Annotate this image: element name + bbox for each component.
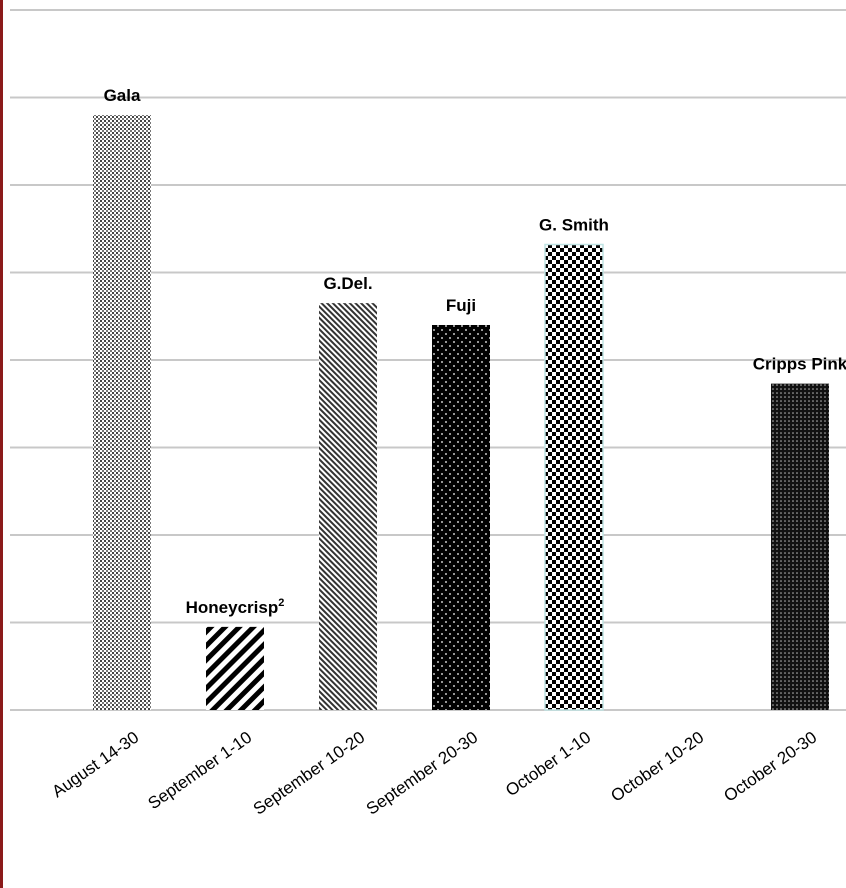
x-tick-label: September 1-10: [145, 728, 256, 813]
x-tick-label: October 1-10: [502, 728, 594, 800]
x-tick-label: September 10-20: [250, 728, 369, 819]
bar-cripps-pink: [771, 383, 829, 710]
page-border: [0, 0, 3, 888]
x-tick-label: October 20-30: [720, 728, 820, 806]
x-tick-label: October 10-20: [607, 728, 707, 806]
bar-value-label: Cripps Pink: [753, 355, 846, 374]
bar-g-del: [319, 303, 377, 710]
bar-labels: Gala Honeycrisp2 G.Del. Fuji G. Smith Cripps …: [104, 86, 846, 617]
bar-value-label: G. Smith: [539, 216, 609, 235]
bar-value-label: Fuji: [446, 296, 476, 315]
x-tick-label: August 14-30: [49, 728, 143, 802]
bar-value-label: G.Del.: [323, 274, 372, 293]
bar-value-label: Honeycrisp2: [186, 597, 285, 617]
bar-g-smith: [544, 243, 604, 711]
bar-value-label: Gala: [104, 86, 141, 105]
bar-gala: [93, 115, 151, 710]
bars: [93, 115, 829, 711]
bar-honeycrisp: [206, 626, 264, 710]
bar-fuji: [432, 325, 490, 710]
x-tick-label: September 20-30: [363, 728, 482, 819]
